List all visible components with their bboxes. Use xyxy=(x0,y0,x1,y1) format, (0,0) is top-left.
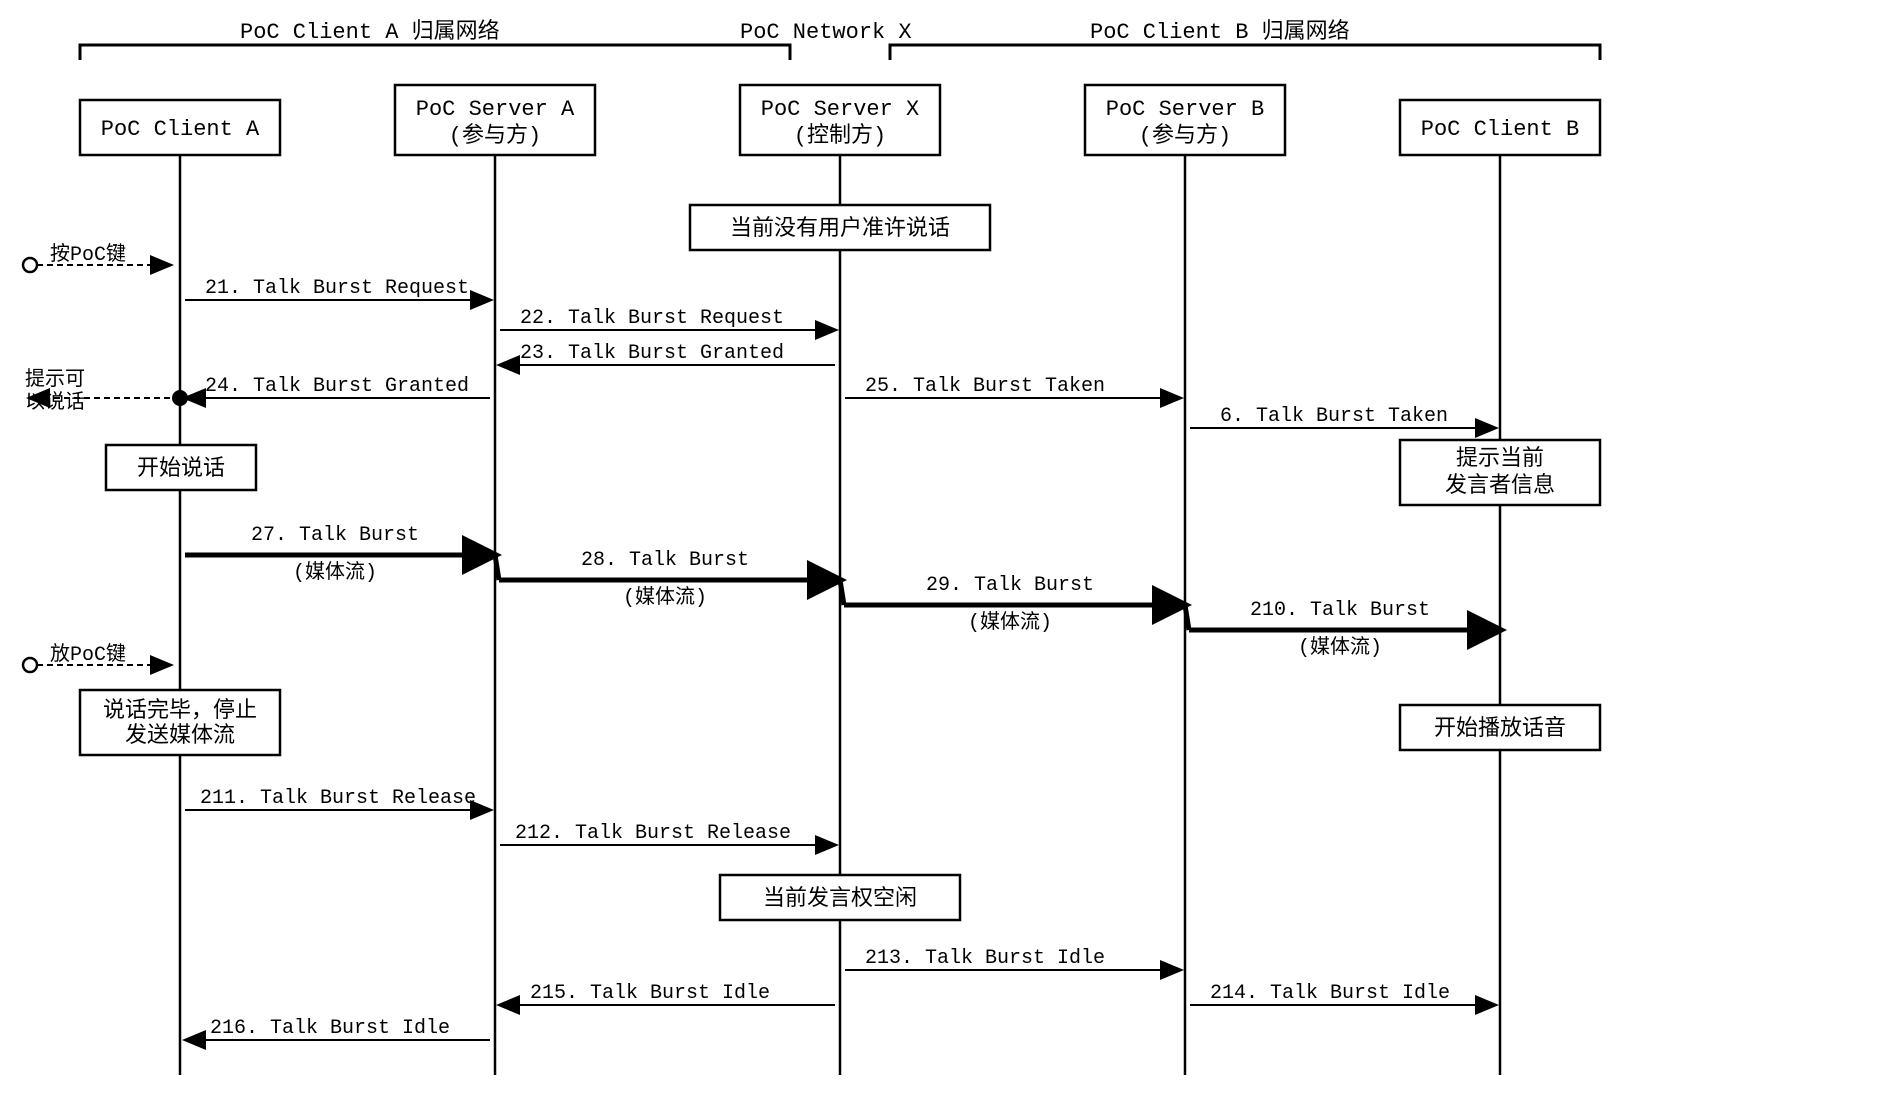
m23-label: 23. Talk Burst Granted xyxy=(520,342,784,365)
m29-media: (媒体流) xyxy=(968,610,1052,635)
msg-212: 212. Talk Burst Release xyxy=(500,822,835,845)
press-poc-label: 按PoC键 xyxy=(50,242,126,267)
startplay-label: 开始播放话音 xyxy=(1434,716,1566,742)
msg-210: 210. Talk Burst (媒体流) xyxy=(1185,599,1497,660)
m28-label: 28. Talk Burst xyxy=(581,549,749,572)
actor-serverA: PoC Server A (参与方) xyxy=(395,85,595,155)
flooridle-label: 当前发言权空闲 xyxy=(763,886,917,912)
m213-label: 213. Talk Burst Idle xyxy=(865,947,1105,970)
actor-clientA: PoC Client A xyxy=(80,100,280,155)
starttalk-label: 开始说话 xyxy=(137,456,225,482)
m27-media: (媒体流) xyxy=(293,560,377,585)
m212-label: 212. Talk Burst Release xyxy=(515,822,791,845)
state-stopsend: 说话完毕，停止 发送媒体流 xyxy=(80,690,280,755)
serverB-label2: (参与方) xyxy=(1139,123,1231,149)
header-networkA: PoC Client A 归属网络 xyxy=(240,19,500,45)
m211-label: 211. Talk Burst Release xyxy=(200,787,476,810)
msg-24: 24. Talk Burst Granted xyxy=(186,375,490,398)
msg-28: 28. Talk Burst (媒体流) xyxy=(495,549,837,610)
msg-211: 211. Talk Burst Release xyxy=(185,787,490,810)
serverX-label2: (控制方) xyxy=(794,123,886,149)
nouser-label: 当前没有用户准许说话 xyxy=(730,216,950,242)
ext-press-poc: 按PoC键 xyxy=(23,242,170,272)
serverX-label1: PoC Server X xyxy=(761,97,919,122)
bracket-networkA: PoC Client A 归属网络 xyxy=(80,19,790,60)
header-networkB: PoC Client B 归属网络 xyxy=(1090,19,1350,45)
m22-label: 22. Talk Burst Request xyxy=(520,307,784,330)
m215-label: 215. Talk Burst Idle xyxy=(530,982,770,1005)
msg-21: 21. Talk Burst Request xyxy=(185,277,490,300)
m210-label: 210. Talk Burst xyxy=(1250,599,1430,622)
msg-213: 213. Talk Burst Idle xyxy=(845,947,1180,970)
ext-can-talk: 提示可 以说话 xyxy=(25,367,188,415)
bracket-networkX: PoC Network X xyxy=(740,20,912,45)
m29-label: 29. Talk Burst xyxy=(926,574,1094,597)
actor-serverX: PoC Server X (控制方) xyxy=(740,85,940,155)
m25-label: 25. Talk Burst Taken xyxy=(865,375,1105,398)
state-startplay: 开始播放话音 xyxy=(1400,705,1600,750)
bracket-networkB: PoC Client B 归属网络 xyxy=(890,19,1600,60)
release-poc-label: 放PoC键 xyxy=(50,642,126,667)
header-networkX: PoC Network X xyxy=(740,20,912,45)
prompttalker-line2: 发言者信息 xyxy=(1445,473,1555,499)
serverB-label1: PoC Server B xyxy=(1106,97,1264,122)
state-prompt-talker: 提示当前 发言者信息 xyxy=(1400,440,1600,505)
cantalk-line1: 提示可 xyxy=(25,367,85,392)
m28-media: (媒体流) xyxy=(623,585,707,610)
msg-6: 6. Talk Burst Taken xyxy=(1190,405,1495,428)
msg-214: 214. Talk Burst Idle xyxy=(1190,982,1495,1005)
msg-29: 29. Talk Burst (媒体流) xyxy=(840,574,1182,635)
actor-clientB: PoC Client B xyxy=(1400,100,1600,155)
prompttalker-line1: 提示当前 xyxy=(1456,446,1544,472)
clientA-label1: PoC Client A xyxy=(101,117,260,142)
serverA-label2: (参与方) xyxy=(449,123,541,149)
actor-serverB: PoC Server B (参与方) xyxy=(1085,85,1285,155)
m27-label: 27. Talk Burst xyxy=(251,524,419,547)
msg-215: 215. Talk Burst Idle xyxy=(500,982,835,1005)
msg-25: 25. Talk Burst Taken xyxy=(845,375,1180,398)
m214-label: 214. Talk Burst Idle xyxy=(1210,982,1450,1005)
stopsend-line1: 说话完毕，停止 xyxy=(103,698,257,724)
state-flooridle: 当前发言权空闲 xyxy=(720,875,960,920)
m21-label: 21. Talk Burst Request xyxy=(205,277,469,300)
state-starttalk: 开始说话 xyxy=(106,445,256,490)
msg-23: 23. Talk Burst Granted xyxy=(500,342,835,365)
msg-27: 27. Talk Burst (媒体流) xyxy=(185,524,492,585)
serverA-label1: PoC Server A xyxy=(416,97,575,122)
msg-22: 22. Talk Burst Request xyxy=(500,307,835,330)
stopsend-line2: 发送媒体流 xyxy=(125,723,235,749)
m210-media: (媒体流) xyxy=(1298,635,1382,660)
msg-216: 216. Talk Burst Idle xyxy=(186,1017,490,1040)
m6-label: 6. Talk Burst Taken xyxy=(1220,405,1448,428)
cantalk-line2: 以说话 xyxy=(25,390,85,415)
m24-label: 24. Talk Burst Granted xyxy=(205,375,469,398)
ext-release-poc: 放PoC键 xyxy=(23,642,170,672)
state-nouser: 当前没有用户准许说话 xyxy=(690,205,990,250)
m216-label: 216. Talk Burst Idle xyxy=(210,1017,450,1040)
clientB-label1: PoC Client B xyxy=(1421,117,1579,142)
